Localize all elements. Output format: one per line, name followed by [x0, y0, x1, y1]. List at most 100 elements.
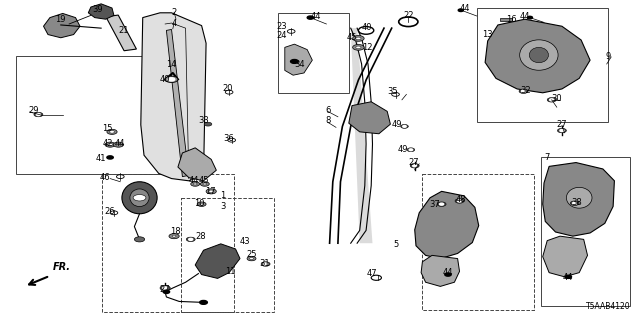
Text: 8: 8 — [325, 116, 330, 125]
Circle shape — [34, 112, 43, 117]
Circle shape — [407, 148, 415, 152]
Polygon shape — [421, 255, 460, 286]
Text: 32: 32 — [521, 86, 531, 95]
Text: 44: 44 — [460, 4, 470, 12]
Polygon shape — [166, 29, 189, 177]
Circle shape — [200, 182, 209, 186]
Circle shape — [401, 124, 408, 128]
Text: 44: 44 — [115, 139, 125, 148]
Text: 40: 40 — [362, 23, 372, 32]
Circle shape — [203, 183, 207, 185]
Text: 3: 3 — [220, 202, 225, 211]
Circle shape — [560, 130, 564, 132]
Circle shape — [573, 202, 577, 204]
Polygon shape — [543, 236, 588, 277]
Text: 41: 41 — [96, 154, 106, 163]
Text: 44: 44 — [189, 176, 199, 185]
Circle shape — [261, 262, 270, 266]
Text: 30: 30 — [552, 94, 563, 103]
Text: 43: 43 — [239, 237, 250, 246]
Text: 21: 21 — [118, 26, 129, 35]
Circle shape — [409, 149, 413, 151]
Circle shape — [264, 263, 268, 265]
Text: 27: 27 — [408, 158, 419, 167]
Polygon shape — [88, 4, 114, 19]
Text: 47: 47 — [367, 269, 378, 278]
Text: 25: 25 — [246, 250, 257, 259]
Text: 2: 2 — [172, 8, 177, 17]
Text: 34: 34 — [294, 60, 305, 68]
Circle shape — [307, 16, 314, 19]
Polygon shape — [351, 28, 372, 243]
Circle shape — [206, 189, 216, 194]
Polygon shape — [415, 191, 479, 259]
Circle shape — [169, 234, 179, 239]
Circle shape — [160, 285, 170, 291]
Text: 10: 10 — [195, 199, 205, 208]
Text: 35: 35 — [387, 87, 398, 96]
Polygon shape — [543, 163, 614, 236]
Text: 27: 27 — [557, 120, 567, 129]
Polygon shape — [285, 44, 312, 75]
Polygon shape — [349, 102, 390, 134]
Bar — [500, 18, 512, 21]
Circle shape — [547, 98, 556, 102]
Text: 27: 27 — [160, 285, 170, 294]
Bar — [102, 174, 234, 312]
Text: 44: 44 — [520, 12, 530, 20]
Circle shape — [403, 125, 406, 127]
Ellipse shape — [122, 182, 157, 214]
Circle shape — [36, 114, 40, 116]
Text: 37: 37 — [429, 200, 440, 209]
Circle shape — [116, 143, 121, 146]
Circle shape — [105, 142, 115, 147]
Text: 28: 28 — [195, 232, 206, 241]
Circle shape — [200, 300, 207, 304]
Circle shape — [353, 44, 364, 50]
Circle shape — [200, 203, 204, 205]
Text: 44: 44 — [563, 273, 573, 282]
Circle shape — [440, 203, 444, 205]
Ellipse shape — [566, 188, 592, 208]
Circle shape — [197, 202, 206, 206]
Polygon shape — [141, 13, 206, 181]
Text: 44: 44 — [443, 268, 453, 277]
Circle shape — [522, 90, 525, 92]
Circle shape — [356, 37, 361, 40]
Circle shape — [113, 142, 124, 147]
Circle shape — [163, 290, 170, 293]
Polygon shape — [485, 19, 590, 93]
Circle shape — [519, 89, 528, 93]
Circle shape — [250, 258, 253, 260]
Polygon shape — [195, 244, 240, 278]
Circle shape — [163, 287, 168, 289]
Text: 40: 40 — [160, 75, 170, 84]
Text: 18: 18 — [170, 228, 181, 236]
Circle shape — [107, 129, 117, 134]
Text: 19: 19 — [55, 15, 65, 24]
Circle shape — [437, 202, 446, 206]
Circle shape — [291, 60, 298, 63]
Circle shape — [186, 237, 195, 242]
Circle shape — [455, 199, 464, 203]
Text: 48: 48 — [456, 195, 467, 204]
Text: 46: 46 — [99, 173, 110, 182]
Bar — [477, 8, 608, 122]
Text: 1: 1 — [220, 191, 225, 200]
Circle shape — [353, 36, 364, 41]
Text: 4: 4 — [172, 19, 177, 28]
Bar — [16, 56, 163, 174]
Circle shape — [445, 273, 451, 276]
Text: 14: 14 — [166, 60, 177, 68]
Text: 44: 44 — [310, 12, 321, 20]
Circle shape — [189, 238, 193, 240]
Text: 22: 22 — [403, 11, 413, 20]
Text: 42: 42 — [102, 139, 113, 148]
Circle shape — [458, 200, 461, 202]
Text: 23: 23 — [276, 22, 287, 31]
Text: 13: 13 — [483, 30, 493, 39]
Circle shape — [204, 122, 212, 126]
Text: 17: 17 — [205, 187, 215, 196]
Ellipse shape — [520, 40, 558, 70]
Circle shape — [565, 275, 572, 278]
